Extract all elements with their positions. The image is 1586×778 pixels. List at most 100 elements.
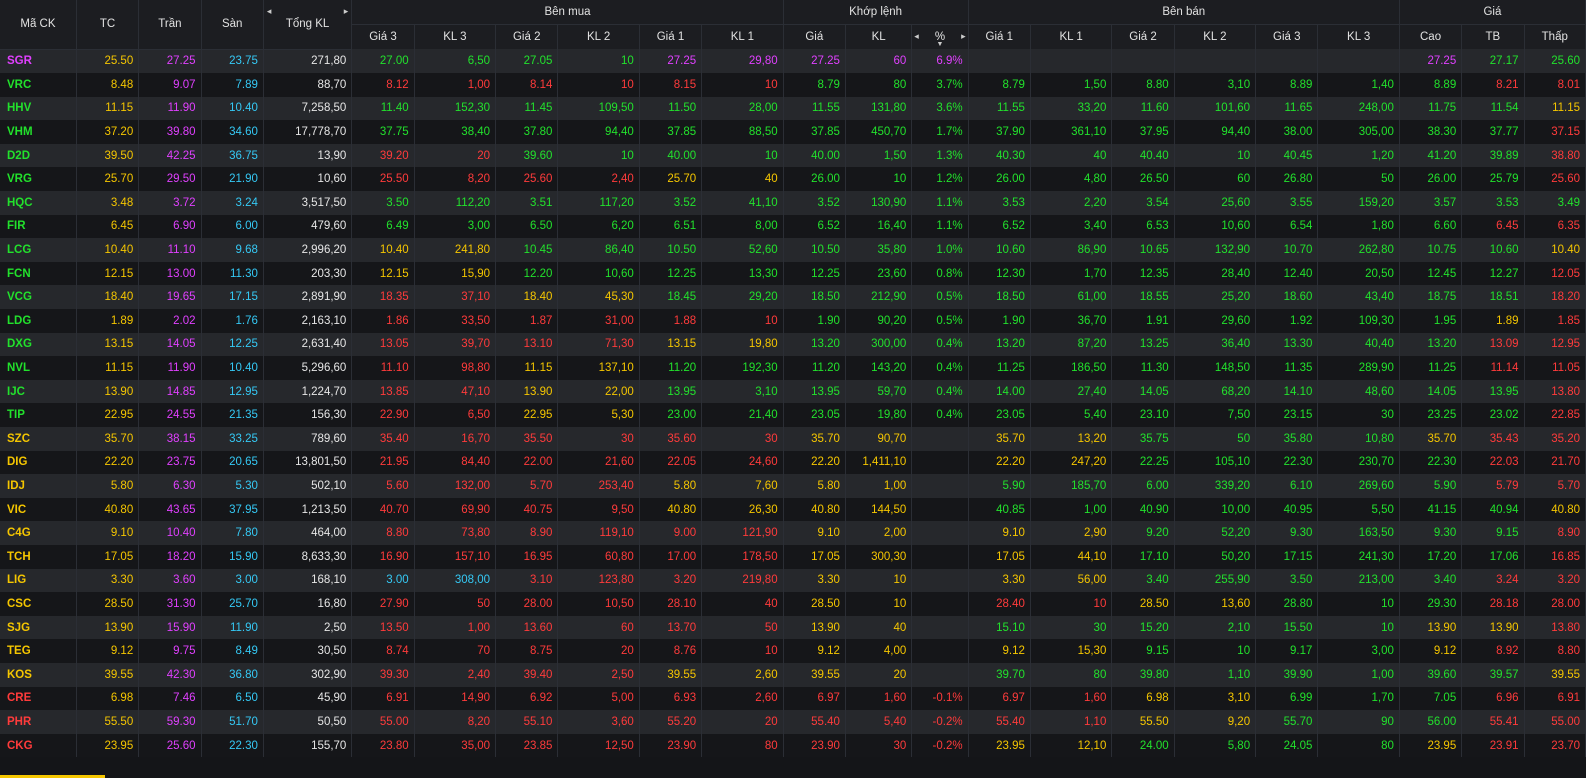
table-row[interactable]: LCG 10.40 11.10 9.68 2,996,20 10.40 241,80 10.4… xyxy=(0,238,1586,262)
buy-price-3-cell: 27.00 xyxy=(351,49,415,74)
symbol-cell[interactable]: LIG xyxy=(0,568,77,593)
header-change-percent[interactable]: ◂ % ▼ ▸ xyxy=(911,24,969,49)
table-row[interactable]: CRE 6.98 7.46 6.50 45,90 6.91 14,90 6.92 5,00 6.9… xyxy=(0,686,1586,711)
header-low[interactable]: Thấp xyxy=(1524,24,1586,49)
table-row[interactable]: VCG 18.40 19.65 17.15 2,891,90 18.35 37,10 18.4… xyxy=(0,285,1586,310)
ref-price-cell: 13.15 xyxy=(76,332,140,357)
symbol-cell[interactable]: FIR xyxy=(0,214,77,239)
symbol-cell[interactable]: VRG xyxy=(0,167,77,192)
symbol-cell[interactable]: SZC xyxy=(0,427,77,451)
table-row[interactable]: VHM 37.20 39.80 34.60 17,778,70 37.75 38,40 37.… xyxy=(0,120,1586,144)
table-row[interactable]: D2D 39.50 42.25 36.75 13,90 39.20 20 39.60 10 40.… xyxy=(0,143,1586,168)
symbol-cell[interactable]: LDG xyxy=(0,309,77,333)
symbol-cell[interactable]: CRE xyxy=(0,686,77,711)
header-buy-vol-3[interactable]: KL 3 xyxy=(414,24,497,49)
symbol-cell[interactable]: VCG xyxy=(0,285,77,310)
change-right-icon[interactable]: ▸ xyxy=(961,31,966,41)
total-volume-cell: 7,258,50 xyxy=(263,96,353,121)
symbol-cell[interactable]: SGR xyxy=(0,49,77,74)
header-ceil[interactable]: Trần xyxy=(138,0,202,50)
table-row[interactable]: C4G 9.10 10.40 7.80 464,00 8.80 73,80 8.90 119,1… xyxy=(0,521,1586,545)
symbol-cell[interactable]: LCG xyxy=(0,238,77,262)
table-row[interactable]: PHR 55.50 59.30 51.70 50,50 55.00 8,20 55.10 3,6… xyxy=(0,710,1586,734)
header-sell-vol-3[interactable]: KL 3 xyxy=(1317,24,1400,49)
header-sell-vol-2[interactable]: KL 2 xyxy=(1174,24,1257,49)
table-row[interactable]: SZC 35.70 38.15 33.25 789,60 35.40 16,70 35.50 3… xyxy=(0,427,1586,451)
table-row[interactable]: KOS 39.55 42.30 36.80 302,90 39.30 2,40 39.40 2,… xyxy=(0,662,1586,687)
buy-vol-3-cell: 308,00 xyxy=(414,568,497,593)
scroll-left-icon[interactable]: ◂ xyxy=(266,6,272,16)
change-left-icon[interactable]: ◂ xyxy=(914,31,919,41)
symbol-cell[interactable]: VHM xyxy=(0,120,77,144)
symbol-cell[interactable]: TIP xyxy=(0,403,77,427)
table-row[interactable]: TEG 9.12 9.75 8.49 30,50 8.74 70 8.75 20 8.76 10 9.… xyxy=(0,639,1586,663)
symbol-cell[interactable]: KOS xyxy=(0,662,77,687)
symbol-cell[interactable]: C4G xyxy=(0,521,77,545)
sell-price-2-cell: 40.40 xyxy=(1111,143,1175,168)
header-sell-price-1[interactable]: Giá 1 xyxy=(968,24,1031,49)
symbol-cell[interactable]: HQC xyxy=(0,191,77,215)
table-row[interactable]: VRC 8.48 9.07 7.89 88,70 8.12 1,00 8.14 10 8.15 10… xyxy=(0,73,1586,97)
symbol-cell[interactable]: CSC xyxy=(0,592,77,616)
header-sell-vol-1[interactable]: KL 1 xyxy=(1030,24,1113,49)
header-ref[interactable]: TC xyxy=(76,0,140,50)
table-row[interactable]: HQC 3.48 3.72 3.24 3,517,50 3.50 112,20 3.51 117… xyxy=(0,191,1586,215)
header-match-price[interactable]: Giá xyxy=(783,24,846,49)
header-buy-price-3[interactable]: Giá 3 xyxy=(351,24,415,49)
symbol-cell[interactable]: VRC xyxy=(0,73,77,97)
sort-desc-icon[interactable]: ▼ xyxy=(936,41,944,48)
low-price-cell: 8.90 xyxy=(1524,521,1586,545)
table-row[interactable]: LDG 1.89 2.02 1.76 2,163,10 1.86 33,50 1.87 31,0… xyxy=(0,309,1586,333)
table-row[interactable]: TCH 17.05 18.20 15.90 8,633,30 16.90 157,10 16.… xyxy=(0,544,1586,569)
table-row[interactable]: IJC 13.90 14.85 12.95 1,224,70 13.85 47,10 13.9… xyxy=(0,379,1586,404)
header-buy-price-1[interactable]: Giá 1 xyxy=(639,24,703,49)
header-buy-vol-1[interactable]: KL 1 xyxy=(701,24,784,49)
symbol-cell[interactable]: PHR xyxy=(0,710,77,734)
table-row[interactable]: FCN 12.15 13.00 11.30 203,30 12.15 15,90 12.20 1… xyxy=(0,261,1586,286)
symbol-cell[interactable]: DXG xyxy=(0,332,77,357)
header-buy-price-2[interactable]: Giá 2 xyxy=(495,24,559,49)
symbol-cell[interactable]: IJC xyxy=(0,379,77,404)
table-row[interactable]: IDJ 5.80 6.30 5.30 502,10 5.60 132,00 5.70 253,4… xyxy=(0,474,1586,498)
table-row[interactable]: DXG 13.15 14.05 12.25 2,631,40 13.05 39,70 13.1… xyxy=(0,332,1586,357)
header-symbol[interactable]: Mã CK xyxy=(0,0,77,50)
header-high[interactable]: Cao xyxy=(1399,24,1463,49)
table-row[interactable]: VIC 40.80 43.65 37.95 1,213,50 40.70 69,90 40.7… xyxy=(0,497,1586,522)
header-floor[interactable]: Sàn xyxy=(201,0,264,50)
header-buy-vol-2[interactable]: KL 2 xyxy=(557,24,640,49)
symbol-cell[interactable]: HHV xyxy=(0,96,77,121)
table-row[interactable]: HHV 11.15 11.90 10.40 7,258,50 11.40 152,30 11.… xyxy=(0,96,1586,121)
header-sell-price-3[interactable]: Giá 3 xyxy=(1255,24,1319,49)
table-row[interactable]: CSC 28.50 31.30 25.70 16,80 27.90 50 28.00 10,50… xyxy=(0,592,1586,616)
symbol-cell[interactable]: SJG xyxy=(0,615,77,640)
symbol-cell[interactable]: VIC xyxy=(0,497,77,522)
symbol-cell[interactable]: IDJ xyxy=(0,474,77,498)
symbol-cell[interactable]: NVL xyxy=(0,356,77,380)
table-row[interactable]: LIG 3.30 3.60 3.00 168,10 3.00 308,00 3.10 123,8… xyxy=(0,568,1586,593)
symbol-cell[interactable]: TCH xyxy=(0,544,77,569)
table-row[interactable]: VRG 25.70 29.50 21.90 10,60 25.50 8,20 25.60 2,4… xyxy=(0,167,1586,192)
symbol-cell[interactable]: FCN xyxy=(0,261,77,286)
scroll-right-icon[interactable]: ▸ xyxy=(343,6,349,16)
header-match-volume[interactable]: KL xyxy=(845,24,913,49)
table-row[interactable]: TIP 22.95 24.55 21.35 156,30 22.90 6,50 22.95 5,… xyxy=(0,403,1586,427)
buy-price-2-cell: 22.00 xyxy=(495,450,559,475)
scrollbar-indicator[interactable] xyxy=(0,775,105,778)
symbol-cell[interactable]: CKG xyxy=(0,733,77,758)
table-row[interactable]: FIR 6.45 6.90 6.00 479,60 6.49 3,00 6.50 6,20 6.5… xyxy=(0,214,1586,239)
header-total-volume[interactable]: ◂ Tổng KL ▸ xyxy=(263,0,353,50)
buy-price-1-cell: 28.10 xyxy=(639,592,703,616)
table-row[interactable]: CKG 23.95 25.60 22.30 155,70 23.80 35,00 23.85 1… xyxy=(0,733,1586,758)
symbol-cell[interactable]: DIG xyxy=(0,450,77,475)
symbol-cell[interactable]: TEG xyxy=(0,639,77,663)
symbol-cell[interactable]: D2D xyxy=(0,143,77,168)
high-price-cell: 12.45 xyxy=(1399,261,1463,286)
table-row[interactable]: SGR 25.50 27.25 23.75 271,80 27.00 6,50 27.05 10… xyxy=(0,49,1586,74)
header-sell-price-2[interactable]: Giá 2 xyxy=(1111,24,1175,49)
sell-vol-3-cell: 289,90 xyxy=(1317,356,1400,380)
header-average[interactable]: TB xyxy=(1461,24,1525,49)
table-row[interactable]: NVL 11.15 11.90 10.40 5,296,60 11.10 98,80 11.1… xyxy=(0,356,1586,380)
table-row[interactable]: SJG 13.90 15.90 11.90 2,50 13.50 1,00 13.60 60 13… xyxy=(0,615,1586,640)
buy-price-2-cell: 37.80 xyxy=(495,120,559,144)
table-row[interactable]: DIG 22.20 23.75 20.65 13,801,50 21.95 84,40 22.… xyxy=(0,450,1586,475)
